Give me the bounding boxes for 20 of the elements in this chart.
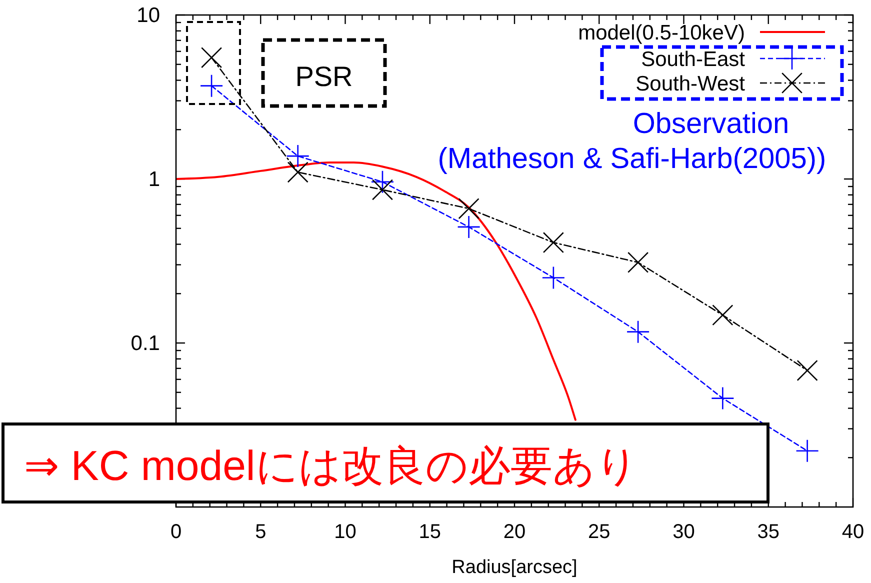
annotation: ⇒ KC modelには改良の必要あり (24, 442, 638, 489)
annotation: PSR (295, 61, 353, 92)
annotation: (Matheson & Safi-Harb(2005)) (438, 143, 826, 175)
annotation: Observation (632, 108, 790, 140)
y-tick-label: 0.1 (130, 332, 160, 355)
legend-label: South-West (636, 72, 746, 96)
y-tick-label: 10 (136, 4, 160, 27)
x-tick-label: 40 (842, 521, 864, 543)
x-tick-label: 35 (757, 521, 780, 543)
x-tick-label: 30 (672, 521, 695, 543)
x-axis-title: Radius[arcsec] (452, 557, 578, 578)
legend-label: model(0.5-10keV) (578, 22, 745, 44)
x-tick-label: 10 (334, 521, 356, 543)
legend-label: South-East (641, 48, 746, 71)
x-tick-label: 5 (255, 521, 266, 543)
x-tick-label: 15 (418, 521, 441, 543)
y-tick-label: 1 (148, 168, 160, 191)
x-tick-label: 0 (170, 521, 182, 543)
x-tick-label: 25 (588, 521, 610, 543)
x-tick-label: 20 (503, 521, 526, 543)
